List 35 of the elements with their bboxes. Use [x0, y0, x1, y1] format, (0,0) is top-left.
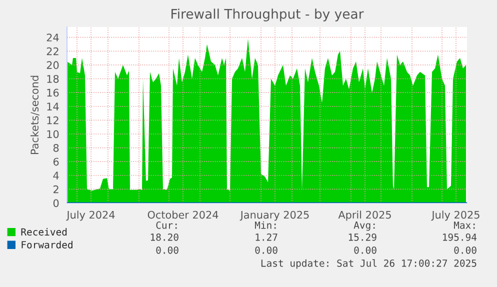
text: 0.00: [255, 246, 278, 254]
y-tick-label: 8: [53, 144, 59, 152]
y-tick-label: 18: [47, 74, 59, 83]
x-tick-label: April 2025: [338, 210, 391, 221]
y-tick-label: 12: [47, 116, 58, 124]
y-tick-label: 22: [46, 47, 58, 56]
text: Max:: [454, 222, 475, 229]
text: Avg:: [354, 222, 375, 231]
text: 1.27: [256, 233, 278, 241]
x-tick-label: January 2025: [240, 210, 309, 221]
text: 18.20: [150, 233, 178, 241]
text: 15.29: [348, 233, 376, 241]
x-tick-label: July 2025: [431, 210, 480, 221]
x-tick-label: July 2024: [66, 210, 115, 221]
y-tick-label: 4: [53, 172, 59, 180]
y-tick-label: 10: [47, 130, 59, 138]
text: 0.00: [454, 246, 476, 254]
y-tick-label: 16: [47, 88, 59, 97]
text: Last update: Sat Jul 26 17:00:27 2025: [261, 259, 476, 269]
y-tick-label: 20: [46, 61, 59, 70]
y-tick-label: 14: [47, 102, 59, 110]
text: 0.00: [354, 246, 376, 254]
y-tick-label: 2: [53, 185, 58, 194]
text: Cur:: [156, 221, 177, 229]
legend-label: Received: [21, 228, 67, 236]
chart-title: Firewall Throughput - by year: [172, 8, 364, 22]
y-tick-label: 24: [46, 34, 59, 42]
text: 0.00: [156, 246, 178, 254]
x-tick-label: October 2024: [148, 210, 218, 219]
y-tick-label: 6: [53, 158, 59, 166]
y-tick-label: 0: [53, 199, 59, 208]
legend-label: Forwarded: [22, 240, 72, 248]
text: 195.94: [443, 233, 477, 241]
y-axis-title: Packets/second: [30, 76, 40, 154]
text: Min:: [254, 221, 276, 229]
